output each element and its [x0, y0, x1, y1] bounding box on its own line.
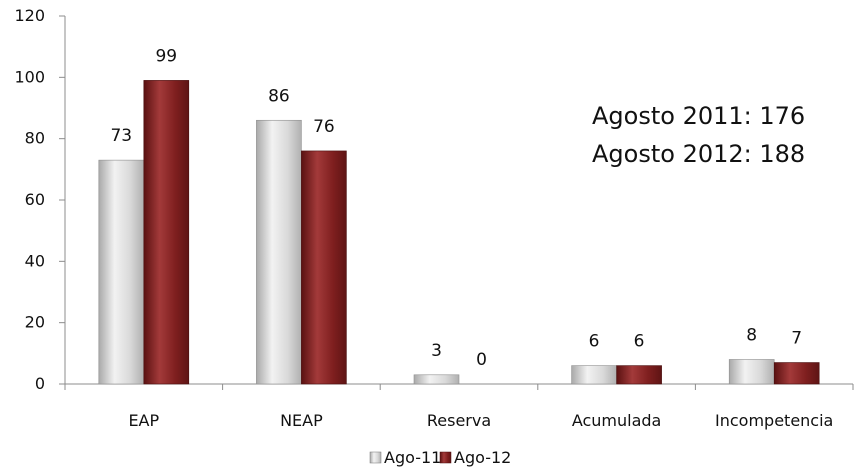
data-label: 86	[268, 86, 290, 106]
legend-label-ago-12: Ago-12	[454, 448, 511, 467]
legend-swatch-ago-11	[369, 451, 382, 464]
y-tick-label: 100	[14, 67, 45, 86]
y-tick-label: 40	[25, 251, 45, 270]
y-axis: 0 20 40 60 80 100 120	[14, 6, 66, 393]
y-tick-label: 120	[14, 6, 45, 25]
bars	[98, 80, 820, 385]
bar-ago-11-acumulada	[571, 365, 617, 385]
bar-ago-11-neap	[256, 119, 302, 385]
data-label: 7	[791, 329, 802, 349]
y-tick-label: 20	[25, 313, 45, 332]
y-tick-label: 60	[25, 190, 45, 209]
bar-ago-11-reserva	[413, 374, 460, 385]
bar-ago-12-eap	[143, 80, 190, 385]
data-labels: 73 86 3 6 8 99 76 0 6 7	[110, 46, 802, 370]
legend-label-ago-11: Ago-11	[384, 448, 441, 467]
bar-ago-12-incompetencia	[773, 362, 820, 385]
x-category-label: Acumulada	[572, 411, 662, 430]
data-label: 99	[155, 46, 177, 66]
annotation-box: Agosto 2011: 176 Agosto 2012: 188	[592, 102, 805, 168]
x-category-label: Incompetencia	[715, 411, 833, 430]
legend: Ago-11 Ago-12	[369, 448, 511, 467]
data-label: 0	[476, 350, 487, 370]
bar-ago-12-neap	[301, 150, 347, 385]
x-category-label: NEAP	[280, 411, 323, 430]
x-axis: EAP NEAP Reserva Acumulada Incompetencia	[64, 383, 854, 430]
legend-swatch-ago-12	[439, 451, 452, 464]
data-label: 73	[110, 126, 132, 146]
bar-ago-12-acumulada	[616, 365, 662, 385]
annotation-line-2011: Agosto 2011: 176	[592, 102, 805, 130]
x-category-label: Reserva	[427, 411, 491, 430]
bar-ago-11-incompetencia	[728, 359, 775, 385]
data-label: 3	[431, 341, 442, 361]
data-label: 8	[746, 325, 757, 345]
x-category-label: EAP	[128, 411, 159, 430]
data-label: 6	[634, 332, 645, 352]
y-tick-label: 80	[25, 129, 45, 148]
bar-ago-11-eap	[98, 159, 145, 385]
data-label: 76	[313, 117, 335, 137]
y-tick-label: 0	[35, 374, 45, 393]
annotation-line-2012: Agosto 2012: 188	[592, 140, 805, 168]
data-label: 6	[589, 332, 600, 352]
